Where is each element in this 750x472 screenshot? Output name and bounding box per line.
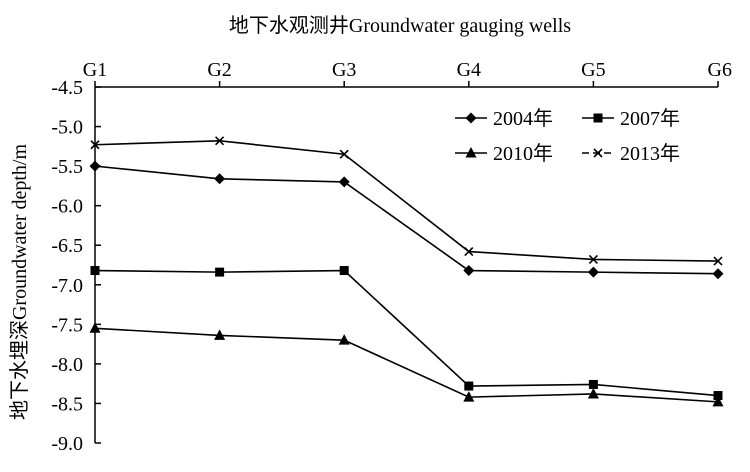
x-tick-label: G4 [457,59,481,81]
legend-marker [465,147,477,158]
data-point [338,176,350,188]
x-tick-label: G6 [708,59,732,81]
data-point [90,140,100,150]
y-tick-label: -8.5 [51,393,83,415]
data-point [339,266,349,276]
data-point [215,136,225,146]
series-x [90,136,723,266]
data-point [90,266,100,276]
x-tick-labels: G1 G2 G3 G4 G5 G6 [83,59,732,87]
series-line [94,269,719,397]
legend-label: 2007年 [620,107,680,130]
data-point [89,322,101,333]
data-point [214,329,226,340]
y-tick-label: -5.5 [51,156,83,178]
data-point [587,387,599,399]
x-tick-label: G3 [332,59,356,81]
axes [94,86,718,443]
x-tick-label: G2 [207,59,231,81]
y-tick-label: -7.5 [51,314,83,336]
series-square [90,266,723,401]
series-line [94,139,719,262]
y-tick-label: -8.0 [51,354,83,376]
series-line [94,165,719,275]
data-point [588,379,598,389]
y-tick-label: -7.0 [51,275,83,297]
data-point [464,381,474,391]
data-point [713,391,723,401]
y-tick-labels: -4.5 -5.0 -5.5 -6.0 -6.5 -7.0 -7.5 -8.0 -8.5 -9.0 [51,77,101,455]
legend-item: 2013年 [582,142,680,165]
data-point [713,256,723,266]
data-point [338,334,350,345]
x-tick-label: G5 [581,59,605,81]
legend-label: 2013年 [620,142,680,165]
data-point [712,395,724,407]
y-tick-label: -9.0 [51,433,83,455]
data-point [712,268,724,280]
data-point [89,160,101,172]
legend-marker [593,148,603,158]
series-line [94,327,719,403]
legend-label: 2004年 [493,107,553,130]
y-axis-label: 地下水埋深Groundwater depth/m [8,144,31,421]
x-tick-label: G1 [83,59,107,81]
series-diamond [89,160,724,280]
legend-item: 2007年 [582,107,680,130]
legend-item: 2010年 [455,142,553,165]
chart-title: 地下水观测井Groundwater gauging wells [229,14,571,37]
data-point [464,246,474,257]
data-point [588,254,598,265]
legend-marker [465,112,477,124]
y-tick-label: -5.0 [51,117,83,139]
y-tick-label: -4.5 [51,77,83,99]
legend-label: 2010年 [493,142,553,165]
data-point [463,265,475,277]
data-point [214,173,226,185]
data-point [463,391,475,402]
data-point [587,266,599,278]
data-point [215,267,225,277]
y-tick-label: -6.0 [51,196,83,218]
legend: 2004年 2007年 2010年 2013年 [455,107,680,165]
series-group [89,136,724,407]
legend-marker [593,113,603,123]
data-point [339,149,349,159]
legend-item: 2004年 [455,107,553,130]
y-tick-label: -6.5 [51,235,83,257]
series-triangle [89,322,724,407]
